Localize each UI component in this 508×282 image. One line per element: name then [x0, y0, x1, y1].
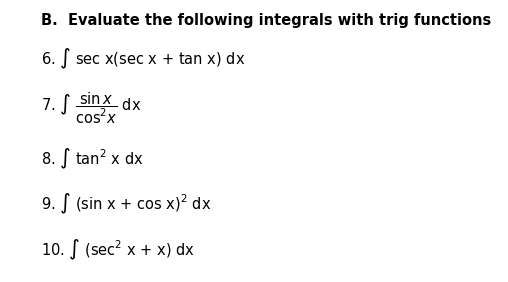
- Text: 6. $\int$ sec x(sec x + tan x) dx: 6. $\int$ sec x(sec x + tan x) dx: [41, 47, 245, 71]
- Text: B.  Evaluate the following integrals with trig functions: B. Evaluate the following integrals with…: [41, 13, 491, 28]
- Text: 8. $\int$ tan$^2$ x dx: 8. $\int$ tan$^2$ x dx: [41, 147, 143, 171]
- Text: 7. $\int$ $\dfrac{\mathrm{sin}\, x}{\mathrm{cos}^2 x}$ dx: 7. $\int$ $\dfrac{\mathrm{sin}\, x}{\mat…: [41, 91, 141, 126]
- Text: 9. $\int$ (sin x + cos x)$^2$ dx: 9. $\int$ (sin x + cos x)$^2$ dx: [41, 192, 211, 217]
- Text: 10. $\int$ (sec$^2$ x + x) dx: 10. $\int$ (sec$^2$ x + x) dx: [41, 237, 195, 262]
